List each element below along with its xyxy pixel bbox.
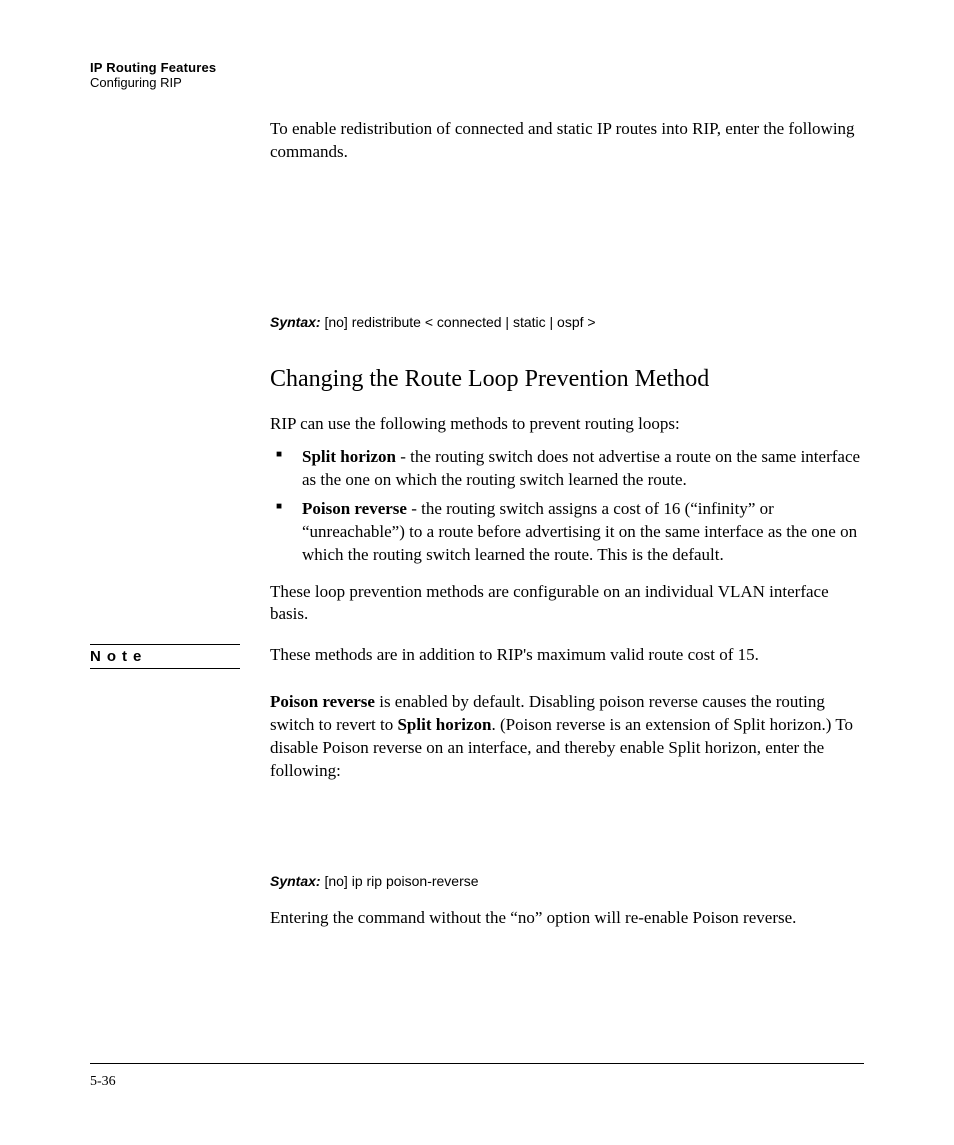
syntax-label: Syntax: — [270, 314, 321, 330]
poison-reverse-paragraph: Poison reverse is enabled by default. Di… — [270, 691, 864, 783]
closing-paragraph: Entering the command without the “no” op… — [270, 907, 864, 930]
syntax-label: Syntax: — [270, 873, 321, 889]
header-chapter-title: IP Routing Features — [90, 60, 864, 75]
list-item: Poison reverse - the routing switch assi… — [270, 498, 864, 567]
list-item: Split horizon - the routing switch does … — [270, 446, 864, 492]
page-container: IP Routing Features Configuring RIP To e… — [0, 0, 954, 1145]
note-text: These methods are in addition to RIP's m… — [270, 644, 864, 667]
note-block: Note These methods are in addition to RI… — [270, 644, 864, 667]
syntax-block-poison: Syntax: [no] ip rip poison-reverse — [270, 873, 864, 889]
intro-paragraph: To enable redistribution of connected an… — [270, 118, 864, 164]
syntax-block-redistribute: Syntax: [no] redistribute < connected | … — [270, 314, 864, 330]
syntax-command-text: [no] ip rip poison-reverse — [321, 873, 479, 889]
page-header: IP Routing Features Configuring RIP — [90, 60, 864, 90]
main-content: To enable redistribution of connected an… — [270, 118, 864, 930]
page-footer: 5-36 — [90, 1063, 864, 1090]
syntax-command-text: [no] redistribute < connected | static |… — [321, 314, 596, 330]
poison-bold-term: Poison reverse — [270, 692, 375, 711]
vlan-paragraph: These loop prevention methods are config… — [270, 581, 864, 627]
page-number: 5-36 — [90, 1074, 116, 1089]
methods-list: Split horizon - the routing switch does … — [270, 446, 864, 567]
split-bold-term: Split horizon — [397, 715, 491, 734]
methods-intro-paragraph: RIP can use the following methods to pre… — [270, 413, 864, 436]
note-label: Note — [90, 644, 240, 669]
bullet-lead-term: Split horizon — [302, 447, 396, 466]
bullet-lead-term: Poison reverse — [302, 499, 407, 518]
header-section-title: Configuring RIP — [90, 75, 864, 90]
section-heading: Changing the Route Loop Prevention Metho… — [270, 366, 864, 393]
